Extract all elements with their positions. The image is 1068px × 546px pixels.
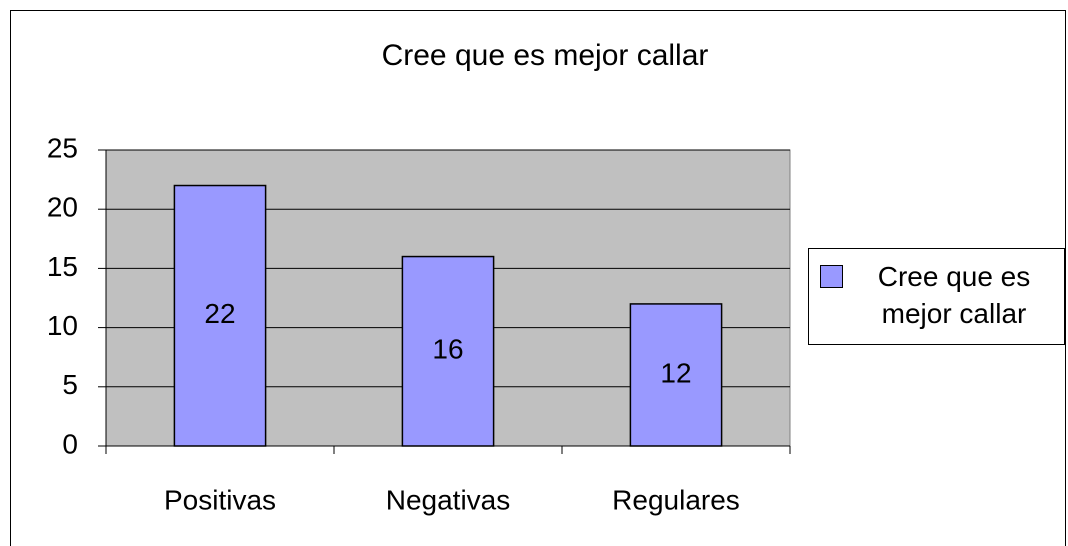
legend-box — [808, 248, 1065, 345]
bar — [401, 255, 495, 447]
x-tick-label: Regulares — [612, 484, 740, 515]
x-tick-label: Negativas — [386, 484, 511, 515]
data-label: 12 — [660, 357, 691, 388]
y-tick-label: 5 — [62, 369, 78, 400]
chart-title: Cree que es mejor callar — [382, 39, 709, 72]
legend-marker — [820, 265, 843, 288]
y-tick-label: 20 — [47, 192, 78, 223]
legend-label: Cree que es mejor callar — [877, 261, 1031, 329]
bar — [629, 303, 723, 447]
y-tick-label: 0 — [62, 428, 78, 459]
x-tick-label: Positivas — [164, 484, 276, 515]
y-tick-label: 10 — [47, 310, 78, 341]
y-tick-label: 15 — [47, 251, 78, 282]
y-tick-label: 25 — [47, 132, 78, 163]
data-label: 22 — [204, 298, 235, 329]
data-label: 16 — [432, 334, 463, 365]
bar — [173, 184, 267, 447]
